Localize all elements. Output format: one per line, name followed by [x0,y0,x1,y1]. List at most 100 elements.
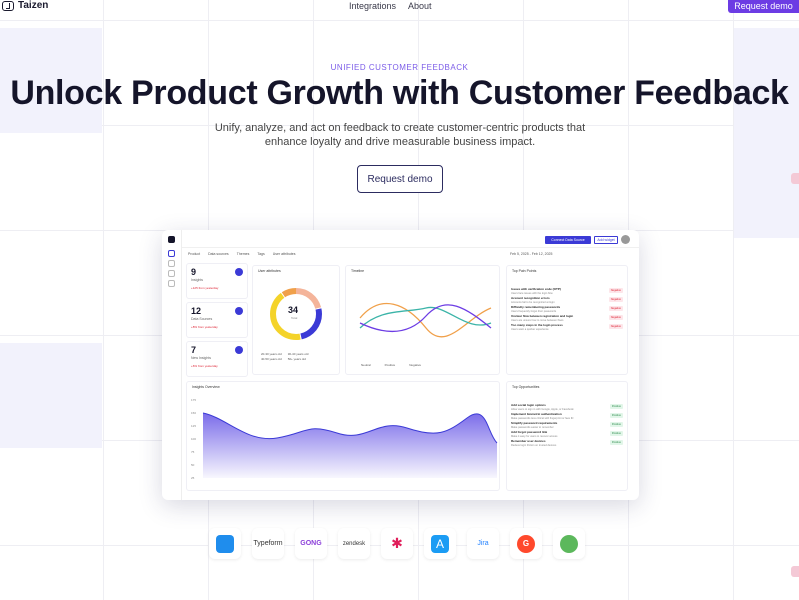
list-item[interactable]: Unclear flow between registration and lo… [511,314,623,322]
filter-themes[interactable]: Themes [236,252,250,256]
date-range[interactable]: Feb 5, 2025 - Feb 12, 2025 [510,252,553,256]
nav-request-demo-button[interactable]: Request demo [728,0,799,13]
stat-delta: +6% from yesterday [191,364,218,368]
brand-logo[interactable]: Taizen [2,0,48,11]
negative-tag: Negative [608,297,623,303]
positive-tag: Positive [609,422,623,428]
donut-center-label: Total [291,316,298,320]
user-attributes-card: User attributes 34 Total 20-30 years old… [252,265,340,375]
y-axis-ticks: 175 150 125 100 75 50 25 [191,398,197,480]
card-title: Top Opportunities [512,385,540,389]
filter-data-sources[interactable]: Data sources [208,252,229,256]
donut-legend: 20-30 years old 30-40 years old 40-50 ye… [261,352,308,362]
stat-label: Insights [191,278,204,282]
list-item[interactable]: Implement biometric authentication Make p… [511,412,623,420]
negative-tag: Negative [608,324,623,330]
stat-card: 12 Data Sources +8% from yesterday [186,302,248,338]
legend-item: 40-50 years old [261,357,282,361]
legend-item: 20-30 years old [261,352,282,356]
opportunities-card: Top Opportunities Add social login optio… [506,381,628,491]
feedback-app-icon [553,528,585,559]
hero-subtitle: Unify, analyze, and act on feedback to c… [214,122,586,148]
legend-item: Neutral [361,363,371,367]
negative-tag: Negative [608,306,623,312]
list-item[interactable]: Too many steps in the login process Users… [511,323,623,331]
donut-center-value: 34 [288,305,299,315]
stat-value: 12 [191,306,202,316]
list-item[interactable]: Remember user devices Reduce login fricti… [511,439,623,447]
list-item[interactable]: Account recognition errors Accounts fail … [511,296,623,304]
logo-icon [2,0,14,11]
g2-icon: G [510,528,542,559]
area-chart [202,412,498,478]
legend-item: Negative [409,363,422,367]
legend-item: Positive [384,363,396,367]
filter-product[interactable]: Product [188,252,201,256]
positive-tag: Positive [609,440,623,446]
app-icon[interactable] [168,236,175,243]
positive-tag: Positive [609,404,623,409]
slack-icon: ✱ [381,528,413,559]
side-widget-tab[interactable] [791,566,799,577]
list-item[interactable]: Simplify password requirements Make passw… [511,421,623,429]
filter-user-attributes[interactable]: User attributes [272,252,296,256]
side-widget-tab[interactable] [791,173,799,184]
avatar[interactable] [621,235,630,244]
stat-label: New Insights [191,356,212,360]
connect-data-source-button[interactable]: Connect Data Source [545,236,591,244]
intercom-icon [209,528,241,559]
donut-chart [270,288,322,340]
negative-tag: Negative [608,315,623,321]
opportunities-list: Add social login options Allow users to s… [507,403,627,449]
pain-points-card: Top Pain Points Issues with verification… [506,265,628,375]
legend-item: 30-40 years old [287,352,309,356]
list-item[interactable]: Add forgot password link Make it easy for… [511,430,623,438]
add-widget-button[interactable]: Add widget [594,236,618,244]
stat-label: Data Sources [191,317,213,321]
insights-overview-card: Insights Overview 175 150 125 100 75 50 … [186,381,500,491]
stat-card: 9 Insights +125 from yesterday [186,263,248,299]
timeline-card: Timeline Neutral Positive Negative [345,265,500,375]
chart-icon[interactable] [168,270,175,277]
dashboard-topbar [182,230,639,248]
grid-tint [734,28,799,238]
integration-logos: Typeform GONG zendesk ✱ A Jira G [209,528,585,559]
stat-delta: +8% from yesterday [191,325,218,329]
app-store-icon: A [424,528,456,559]
filter-tags[interactable]: Tags [257,252,265,256]
sparkle-icon [235,346,243,354]
timeline-legend: Neutral Positive Negative [361,363,421,367]
stat-card: 7 New Insights +6% from yesterday [186,341,248,377]
stat-delta: +125 from yesterday [191,286,219,290]
timeline-chart [359,302,492,338]
stat-value: 9 [191,267,197,277]
dashboard-preview: Connect Data Source Add widget Product D… [162,230,639,500]
jira-icon: Jira [467,528,499,559]
hero-request-demo-button[interactable]: Request demo [357,165,443,193]
pain-points-list: Issues with verification code (OTP) Users… [507,287,627,333]
zendesk-icon: zendesk [338,528,370,559]
home-icon[interactable] [168,250,175,257]
top-nav: Taizen Integrations About Request demo [0,0,799,14]
grid-tint [0,343,102,448]
card-title: Insights Overview [192,385,220,389]
dashboard-sidebar [162,230,182,500]
list-item[interactable]: Difficulty remembering passwords Users fr… [511,305,623,313]
card-title: User attributes [258,269,281,273]
hero-eyebrow: UNIFIED CUSTOMER FEEDBACK [330,63,469,72]
typeform-icon: Typeform [252,528,284,559]
hero-title: Unlock Product Growth with Customer Feed… [10,74,789,112]
list-item[interactable]: Issues with verification code (OTP) Users… [511,287,623,295]
gong-icon: GONG [295,528,327,559]
positive-tag: Positive [609,413,623,419]
settings-icon[interactable] [168,280,175,287]
stat-value: 7 [191,345,197,355]
filter-bar: Product Data sources Themes Tags User at… [188,252,296,256]
card-title: Timeline [351,269,365,273]
list-item[interactable]: Add social login options Allow users to s… [511,403,623,411]
nav-link-about[interactable]: About [408,1,432,11]
inbox-icon[interactable] [168,260,175,267]
grid-tint [0,28,102,133]
nav-link-integrations[interactable]: Integrations [349,1,397,11]
card-title: Top Pain Points [512,269,537,273]
